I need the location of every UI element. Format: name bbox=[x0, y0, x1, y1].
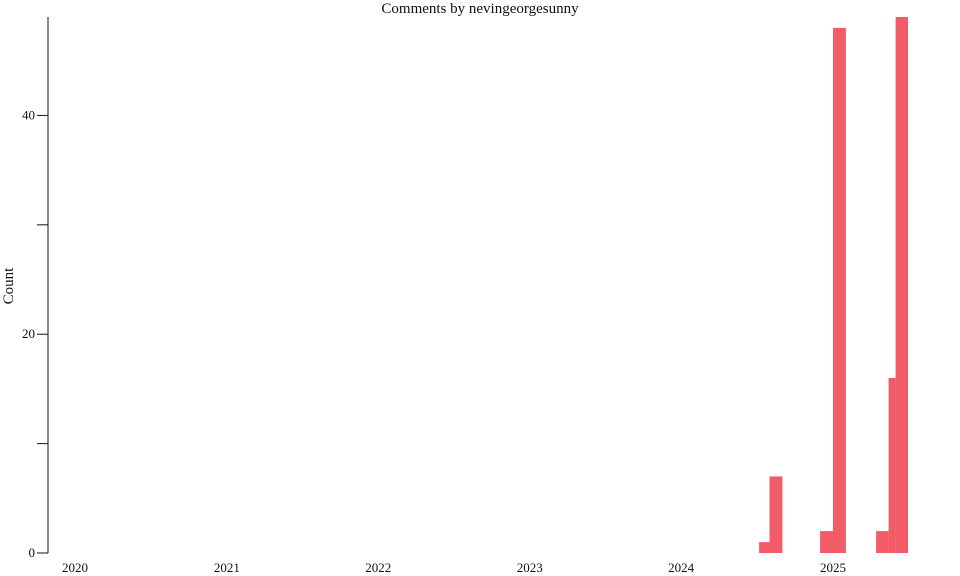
x-ticks-group: 2020 2021 2022 2023 2024 2025 bbox=[62, 560, 846, 575]
chart-title: Comments by nevingeorgesunny bbox=[381, 1, 579, 17]
bar-1 bbox=[769, 476, 783, 553]
bar-5 bbox=[888, 378, 896, 553]
y-tick-label-40: 40 bbox=[22, 107, 35, 122]
y-tick-label-20: 20 bbox=[22, 326, 35, 341]
x-tick-label-2024: 2024 bbox=[668, 560, 695, 575]
x-tick-label-2020: 2020 bbox=[62, 560, 88, 575]
y-ticks-group: 0 20 40 bbox=[22, 107, 48, 560]
bar-2 bbox=[820, 531, 833, 553]
y-tick-label-0: 0 bbox=[29, 545, 36, 560]
bar-6 bbox=[895, 17, 908, 553]
bar-4 bbox=[876, 531, 889, 553]
x-tick-label-2021: 2021 bbox=[214, 560, 240, 575]
bar-3 bbox=[833, 27, 846, 553]
x-tick-label-2023: 2023 bbox=[517, 560, 543, 575]
x-tick-label-2022: 2022 bbox=[365, 560, 391, 575]
x-tick-label-2025: 2025 bbox=[820, 560, 846, 575]
bars-group bbox=[759, 17, 908, 553]
bar-0 bbox=[759, 542, 770, 553]
y-axis-title: Count bbox=[1, 267, 17, 305]
